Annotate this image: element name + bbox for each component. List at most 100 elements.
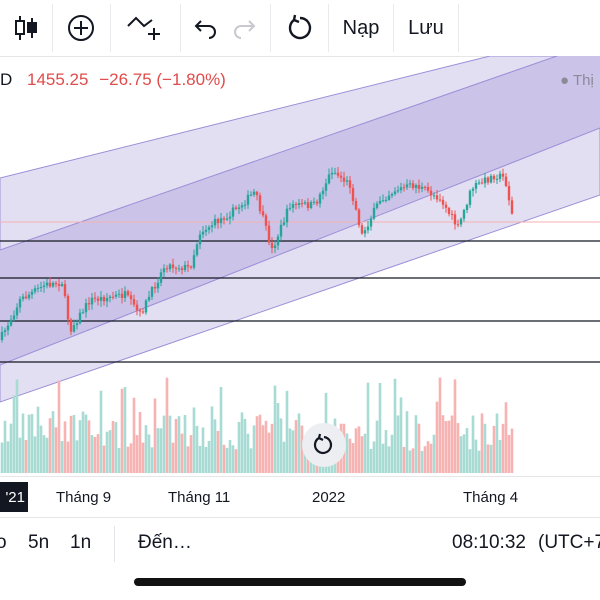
candle-body: [75, 323, 79, 326]
candle-body: [213, 218, 217, 226]
volume-bar: [471, 415, 475, 473]
candle-body: [372, 207, 376, 219]
volume-bar: [288, 428, 292, 473]
candle-body: [459, 218, 463, 225]
candle-body: [411, 183, 415, 189]
volume-bar: [246, 433, 250, 473]
volume-bar: [30, 414, 34, 473]
candle-body: [39, 287, 43, 289]
range-button-5d[interactable]: 5n: [28, 532, 50, 553]
crosshair-date-label: '21: [0, 482, 28, 512]
volume-bar: [498, 439, 502, 473]
reload-button[interactable]: [272, 0, 328, 56]
candle-body: [99, 296, 103, 301]
candle-body: [462, 209, 466, 219]
time-axis[interactable]: '21 Tháng 9 Tháng 11 2022 Tháng 4: [0, 476, 600, 517]
volume-bar: [363, 433, 367, 473]
candle-body: [105, 298, 109, 302]
candle-body: [264, 215, 268, 226]
symbol-legend[interactable]: D 1455.25 −26.75 (−1.80%): [0, 70, 226, 92]
volume-bar: [165, 377, 169, 473]
candle-body: [510, 200, 514, 214]
save-button[interactable]: Lưu: [394, 0, 458, 56]
candle-body: [171, 264, 175, 268]
candle-body: [249, 194, 253, 196]
price-chart[interactable]: [0, 56, 600, 476]
candle-body: [156, 282, 160, 289]
volume-bar: [171, 442, 175, 473]
candle-body: [378, 200, 382, 204]
volume-bar: [408, 450, 412, 473]
candle-body: [318, 194, 322, 204]
timezone-button[interactable]: (UTC+7: [538, 532, 600, 553]
undo-icon: [194, 20, 216, 39]
candle-body: [426, 186, 430, 191]
candle-body: [174, 267, 178, 269]
volume-bar: [42, 435, 46, 473]
market-status-label: ● Thị: [560, 72, 594, 89]
volume-bar: [219, 386, 223, 473]
candle-body: [42, 285, 46, 288]
range-button-1d[interactable]: 1n: [70, 532, 92, 553]
volume-bar: [81, 411, 85, 473]
candle-body: [246, 194, 250, 205]
candle-body: [225, 218, 229, 220]
inner-channel-band[interactable]: [0, 56, 600, 365]
volume-bar: [126, 446, 130, 473]
volume-bar: [243, 418, 247, 473]
add-indicator-icon: [68, 15, 94, 41]
volume-bar: [9, 423, 13, 473]
volume-bar: [189, 435, 193, 473]
candle-body: [177, 268, 181, 270]
candle-body: [366, 226, 370, 231]
volume-bar: [108, 430, 112, 473]
candle-body: [492, 175, 496, 180]
goto-date-button[interactable]: Đến…: [138, 532, 192, 553]
x-axis-label: Tháng 4: [463, 489, 519, 506]
volume-bar: [222, 444, 226, 473]
chart-type-button[interactable]: [0, 0, 52, 56]
volume-bar: [345, 433, 349, 473]
add-indicator-button[interactable]: [53, 0, 109, 56]
volume-bar: [66, 441, 70, 473]
volume-bar: [24, 440, 28, 473]
reset-chart-button[interactable]: [302, 423, 346, 467]
candle-body: [441, 199, 445, 205]
redo-button[interactable]: [226, 0, 262, 56]
candle-body: [354, 201, 358, 210]
volume-bar: [360, 436, 364, 473]
compare-button[interactable]: [111, 0, 177, 56]
candle-body: [102, 296, 106, 302]
volume-bar: [75, 440, 79, 473]
volume-bar: [240, 412, 244, 473]
volume-bar: [168, 415, 172, 473]
candle-body: [135, 304, 139, 311]
volume-bar: [357, 426, 361, 473]
candle-body: [390, 193, 394, 196]
candle-body: [84, 303, 88, 313]
candle-body: [393, 191, 397, 194]
candle-body: [267, 225, 271, 243]
candle-body: [228, 216, 232, 219]
load-button[interactable]: Nạp: [329, 0, 393, 56]
volume-bar: [27, 414, 31, 473]
candle-body: [210, 225, 214, 228]
volume-bar: [441, 415, 445, 473]
volume-bar: [90, 435, 94, 473]
candle-body: [54, 282, 58, 285]
volume-bar: [495, 413, 499, 473]
range-button[interactable]: o: [0, 532, 7, 553]
volume-bar: [438, 377, 442, 473]
volume-bar: [198, 445, 202, 473]
volume-bar: [429, 443, 433, 473]
undo-button[interactable]: [188, 0, 224, 56]
candle-body: [204, 229, 208, 232]
candle-body: [360, 225, 364, 234]
candle-body: [330, 172, 334, 175]
volume-bar: [378, 382, 382, 473]
volume-bar: [399, 397, 403, 473]
volume-bar: [180, 433, 184, 473]
candle-body: [126, 291, 130, 296]
volume-bar: [276, 403, 280, 473]
candle-body: [189, 266, 193, 268]
